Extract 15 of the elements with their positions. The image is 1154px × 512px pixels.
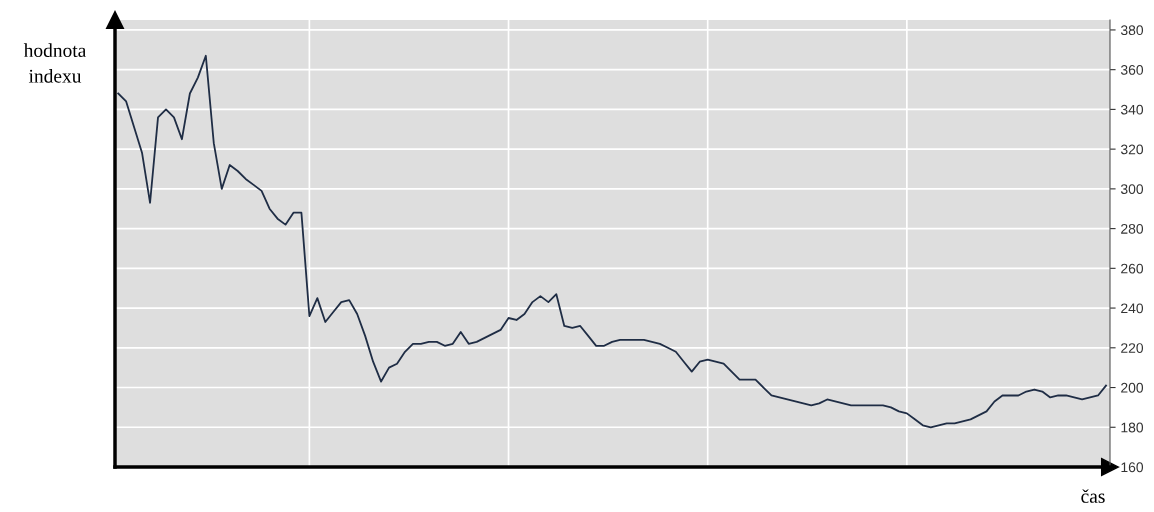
y-axis-title: hodnota indexu bbox=[23, 43, 87, 83]
y-tick-label: 380 bbox=[1120, 25, 1144, 36]
y-tick-label: 340 bbox=[1120, 104, 1144, 115]
line-series bbox=[117, 54, 1107, 429]
y-tick-label: 320 bbox=[1120, 144, 1144, 155]
y-tick-label: 220 bbox=[1121, 343, 1144, 353]
y-tick-label: 260 bbox=[1121, 263, 1144, 274]
y-tick-label: 360 bbox=[1120, 65, 1144, 75]
y-tick-label: 280 bbox=[1121, 223, 1144, 234]
x-axis-title: čas bbox=[1081, 489, 1105, 503]
y-tick-label: 240 bbox=[1121, 303, 1144, 314]
y-tick-label: 180 bbox=[1121, 422, 1144, 433]
y-tick-label: 300 bbox=[1120, 184, 1144, 195]
y-tick-label: 200 bbox=[1121, 382, 1144, 393]
y-tick-label: 160 bbox=[1121, 462, 1144, 473]
